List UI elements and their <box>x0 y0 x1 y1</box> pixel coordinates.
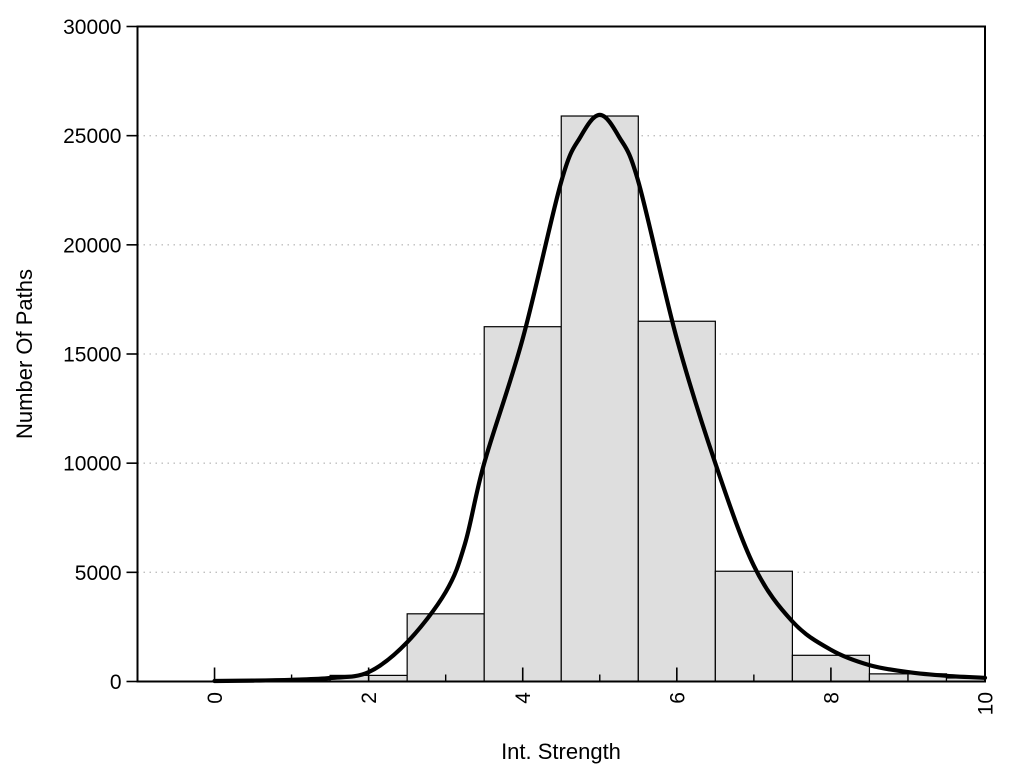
bars-group <box>252 115 986 683</box>
x-ticks-group <box>213 667 986 682</box>
density-curve <box>212 112 988 684</box>
histogram-bar <box>714 570 793 683</box>
x-tick-label: 10 <box>975 692 998 715</box>
y-tick-label: 10000 <box>63 453 121 476</box>
histogram-bar <box>483 326 562 683</box>
y-tick-label: 15000 <box>63 344 121 367</box>
x-tick-labels-group: 0 2 4 6 8 10 <box>204 692 997 716</box>
y-tick-labels-group: 0 5000 10000 15000 20000 25000 30000 <box>63 16 121 694</box>
y-tick-label: 0 <box>110 671 122 694</box>
y-tick-label: 25000 <box>63 125 121 148</box>
y-tick-label: 30000 <box>63 16 121 39</box>
histogram-bar <box>406 613 485 683</box>
histogram-bar <box>637 320 716 683</box>
y-tick-label: 20000 <box>63 234 121 257</box>
y-tick-label: 5000 <box>75 562 122 585</box>
x-tick-label: 6 <box>666 692 689 704</box>
y-axis-title: Number Of Paths <box>12 269 37 439</box>
x-axis-title: Int. Strength <box>501 739 621 764</box>
histogram-bar <box>560 115 639 683</box>
y-ticks-group <box>126 25 138 683</box>
x-tick-label: 8 <box>820 692 843 704</box>
x-tick-label: 2 <box>358 692 381 704</box>
x-tick-label: 4 <box>512 692 535 704</box>
x-tick-label: 0 <box>204 692 227 704</box>
